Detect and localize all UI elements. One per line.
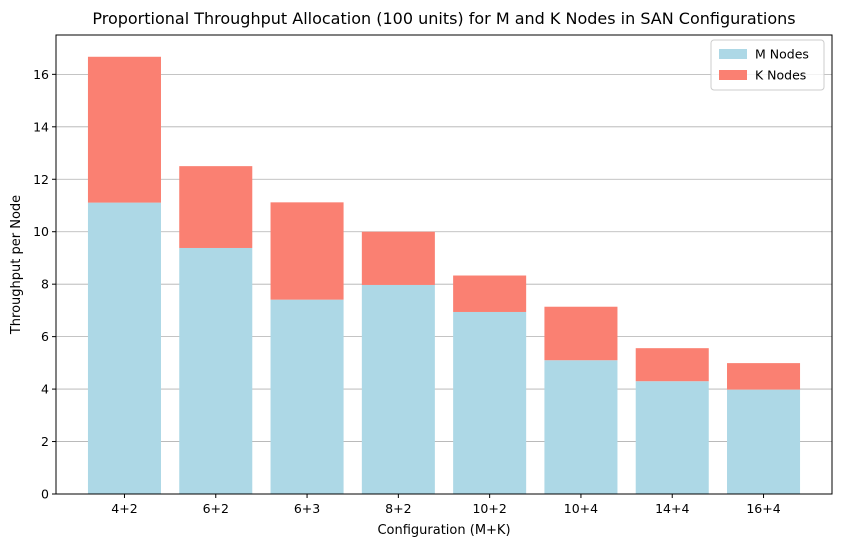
legend-label-m-nodes: M Nodes bbox=[755, 47, 809, 62]
y-tick-label: 12 bbox=[33, 172, 49, 187]
legend-swatch-k-nodes bbox=[719, 70, 747, 80]
x-tick-label: 6+3 bbox=[294, 501, 320, 516]
bar-m-nodes-14-4 bbox=[635, 381, 709, 494]
bar-m-nodes-10-4 bbox=[544, 360, 618, 494]
plot-frame bbox=[55, 34, 833, 495]
bar-k-nodes-10-2 bbox=[453, 275, 527, 312]
x-tick-label: 10+2 bbox=[472, 501, 506, 516]
x-tick-label: 10+4 bbox=[564, 501, 598, 516]
y-tick-label: 6 bbox=[41, 329, 49, 344]
y-tick-label: 2 bbox=[41, 434, 49, 449]
tick-labels: 0 2 4 6 8 10 12 14 16 4+2 6+2 6+3 8+2 10+2 10+4 14+4 16+… bbox=[33, 67, 781, 516]
bar-m-nodes-8-2 bbox=[361, 284, 435, 494]
y-tick-label: 14 bbox=[33, 119, 49, 134]
bar-k-nodes-10-4 bbox=[544, 306, 618, 361]
legend-label-k-nodes: K Nodes bbox=[755, 68, 806, 83]
axes bbox=[55, 34, 833, 495]
bar-m-nodes-10-2 bbox=[453, 311, 527, 494]
y-tick-label: 8 bbox=[41, 277, 49, 292]
y-axis-label: Throughput per Node bbox=[9, 195, 24, 335]
chart-title: Proportional Throughput Allocation (100 … bbox=[92, 9, 795, 28]
bar-k-nodes-14-4 bbox=[635, 348, 709, 382]
bar-k-nodes-6-2 bbox=[179, 166, 253, 248]
y-tick-label: 4 bbox=[41, 382, 49, 397]
bars bbox=[87, 56, 801, 494]
legend-swatch-m-nodes bbox=[719, 49, 747, 59]
bar-m-nodes-6-2 bbox=[179, 247, 253, 494]
y-tick-label: 0 bbox=[41, 487, 49, 502]
bar-k-nodes-16-4 bbox=[727, 363, 801, 390]
x-axis-label: Configuration (M+K) bbox=[377, 523, 510, 538]
y-tick-label: 16 bbox=[33, 67, 49, 82]
bar-m-nodes-6-3 bbox=[270, 299, 344, 494]
x-tick-label: 16+4 bbox=[746, 501, 780, 516]
bar-k-nodes-8-2 bbox=[361, 231, 435, 285]
grid-lines bbox=[56, 73, 832, 495]
bar-m-nodes-4-2 bbox=[87, 202, 161, 494]
x-tick-label: 14+4 bbox=[655, 501, 689, 516]
legend: M Nodes K Nodes bbox=[710, 39, 825, 91]
bar-m-nodes-16-4 bbox=[727, 389, 801, 494]
bar-k-nodes-6-3 bbox=[270, 202, 344, 300]
x-tick-label: 8+2 bbox=[385, 501, 411, 516]
x-tick-label: 6+2 bbox=[203, 501, 229, 516]
y-tick-label: 10 bbox=[33, 224, 49, 239]
bar-k-nodes-4-2 bbox=[87, 56, 161, 203]
x-tick-label: 4+2 bbox=[111, 501, 137, 516]
